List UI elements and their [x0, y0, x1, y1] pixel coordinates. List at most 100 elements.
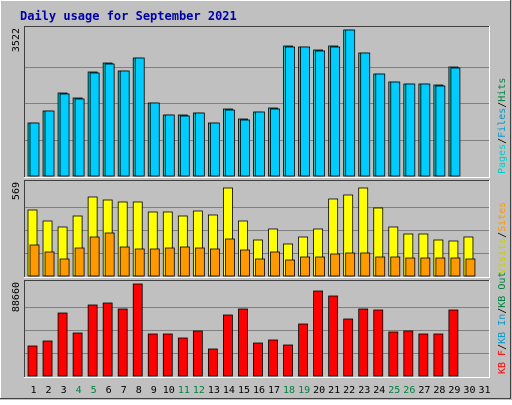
series-kb-f	[27, 283, 459, 377]
bar-files-day-15	[240, 119, 250, 177]
bar-files-day-22	[345, 29, 356, 177]
bar-sites-day-13	[209, 248, 220, 277]
x-tick-label-day-3: 3	[61, 385, 67, 396]
bar-files-day-7	[119, 70, 130, 177]
legend-entry: /	[497, 232, 508, 238]
bar-sites-day-6	[104, 232, 115, 277]
bar-kb-f-day-22	[343, 318, 354, 377]
bar-files-day-2	[44, 110, 55, 177]
bar-kb-f-day-17	[268, 339, 278, 377]
bar-kb-f-day-28	[433, 333, 444, 377]
bar-kb-f-day-8	[132, 283, 143, 377]
x-tick-label-day-10: 10	[163, 385, 175, 396]
bar-files-day-9	[149, 102, 160, 177]
bar-files-day-1	[29, 122, 40, 177]
legend-entry: KB F	[497, 350, 508, 374]
x-tick-label-day-22: 22	[343, 385, 355, 396]
x-tick-label-day-9: 9	[151, 385, 157, 396]
bar-sites-day-20	[315, 256, 326, 277]
bar-kb-f-day-3	[57, 312, 68, 377]
series-sites	[29, 232, 476, 277]
bar-files-day-10	[164, 114, 175, 177]
bar-files-day-21	[330, 46, 341, 177]
legend-entry: Sites	[497, 202, 508, 232]
x-tick-label-day-23: 23	[358, 385, 370, 396]
legend-entry: KB In	[497, 314, 508, 344]
bar-kb-f-day-24	[373, 309, 384, 377]
bar-kb-f-day-16	[253, 342, 263, 377]
bar-files-day-3	[59, 93, 70, 177]
bar-kb-f-day-12	[192, 330, 203, 377]
x-tick-label-day-31: 31	[478, 385, 490, 396]
bar-sites-day-17	[270, 251, 280, 277]
bar-sites-day-24	[375, 256, 386, 277]
panel-top: 3522 Pages/Files/Hits	[11, 26, 508, 178]
x-tick-label-day-1: 1	[31, 385, 37, 396]
bar-kb-f-day-11	[177, 337, 188, 377]
x-tick-label-day-15: 15	[238, 385, 250, 396]
x-tick-label-day-21: 21	[328, 385, 340, 396]
panel-legend: Visits/Sites	[497, 202, 508, 274]
bar-files-day-26	[405, 83, 416, 177]
bar-files-day-12	[194, 112, 205, 177]
bar-kb-f-day-21	[328, 295, 339, 377]
legend-entry: /	[497, 344, 508, 350]
legend-entry: /	[497, 138, 508, 144]
x-tick-label-day-25: 25	[388, 385, 400, 396]
bar-files-day-27	[420, 83, 431, 177]
x-tick-label-day-26: 26	[403, 385, 415, 396]
x-tick-label-day-8: 8	[136, 385, 142, 396]
x-tick-label-day-7: 7	[121, 385, 127, 396]
bar-kb-f-day-14	[223, 314, 233, 377]
bar-sites-day-28	[435, 257, 446, 277]
bar-files-day-4	[74, 98, 85, 177]
bar-sites-day-1	[29, 244, 40, 277]
y-max-label: 3522	[11, 28, 22, 52]
bar-kb-f-day-23	[358, 308, 369, 377]
x-tick-label-day-18: 18	[283, 385, 295, 396]
x-tick-label-day-11: 11	[178, 385, 190, 396]
panel-legend: Pages/Files/Hits	[497, 78, 508, 174]
bar-kb-f-day-6	[102, 302, 113, 377]
x-tick-label-day-4: 4	[76, 385, 82, 396]
x-tick-label-day-5: 5	[91, 385, 97, 396]
bar-sites-day-27	[420, 257, 431, 277]
bar-kb-f-day-10	[162, 333, 173, 377]
bar-sites-day-8	[134, 248, 145, 277]
bar-sites-day-25	[390, 256, 401, 277]
bar-sites-day-15	[240, 249, 250, 277]
bar-files-day-29	[450, 67, 461, 177]
legend-entry: KB Out	[497, 272, 508, 308]
bar-files-day-25	[390, 81, 401, 177]
bar-kb-f-day-5	[87, 304, 98, 377]
bar-files-day-24	[375, 73, 386, 177]
legend-entry: /	[497, 308, 508, 314]
bar-kb-f-day-27	[418, 333, 429, 377]
bar-files-day-5	[89, 72, 100, 177]
x-axis-labels: 1 2 3 4 5 6 7 8 9 10 11 12 13 14 15 16 17 18 19 20 21 22 23 24 2…	[31, 385, 491, 396]
bar-sites-day-22	[345, 252, 356, 277]
bar-sites-day-19	[300, 256, 310, 277]
x-tick-label-day-29: 29	[448, 385, 460, 396]
bar-sites-day-16	[255, 258, 265, 277]
bar-kb-f-day-18	[283, 344, 293, 377]
bar-kb-f-day-26	[403, 330, 414, 377]
bar-files-day-18	[285, 46, 295, 177]
chart-panels: 3522Pages/Files/Hits569Visits/Sites88660…	[11, 26, 508, 378]
bar-kb-f-day-20	[313, 290, 324, 377]
x-tick-label-day-6: 6	[106, 385, 112, 396]
bar-sites-day-23	[360, 252, 371, 277]
x-tick-label-day-20: 20	[313, 385, 325, 396]
bar-kb-f-day-1	[27, 345, 38, 377]
bar-sites-day-26	[405, 257, 416, 277]
bar-files-day-8	[134, 57, 145, 177]
bar-files-day-28	[435, 85, 446, 177]
legend-entry: /	[497, 102, 508, 108]
bar-sites-day-5	[89, 236, 100, 277]
bar-sites-day-10	[164, 247, 175, 277]
bar-files-day-17	[270, 108, 280, 177]
x-tick-label-day-19: 19	[298, 385, 310, 396]
x-tick-label-day-16: 16	[253, 385, 265, 396]
